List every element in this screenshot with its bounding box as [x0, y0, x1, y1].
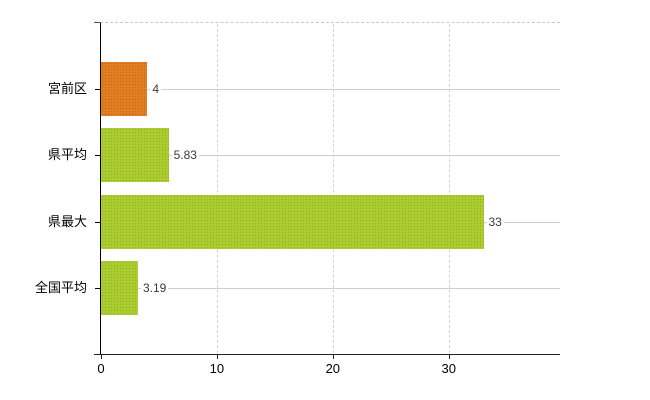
- category-gridline: [101, 89, 560, 91]
- x-axis-tick-label: 10: [209, 361, 225, 376]
- vertical-gridline: [448, 24, 450, 353]
- bar-miyamaeku: [101, 62, 148, 117]
- category-label: 宮前区: [47, 81, 87, 97]
- bar-prefecture-average: [101, 128, 169, 183]
- category-gridline: [101, 155, 560, 157]
- value-label: 5.83: [171, 147, 199, 164]
- y-axis-top-tick: [94, 22, 100, 23]
- category-tick: [95, 89, 101, 91]
- category-label: 全国平均: [34, 279, 87, 295]
- bar-national-average: [101, 260, 138, 315]
- value-label: 4: [150, 81, 162, 98]
- x-axis-tick: [332, 354, 334, 359]
- x-axis-tick-label: 20: [325, 361, 341, 376]
- category-tick: [95, 221, 101, 223]
- x-axis-line: [94, 354, 560, 355]
- x-axis-tick: [216, 354, 218, 359]
- category-tick: [95, 287, 101, 289]
- vertical-gridline: [216, 24, 218, 353]
- category-label: 県最大: [47, 213, 87, 229]
- x-axis-tick: [101, 354, 102, 359]
- category-gridline: [101, 287, 560, 289]
- category-label: 県平均: [47, 147, 87, 163]
- bar-prefecture-max: [101, 194, 484, 249]
- category-tick: [95, 155, 101, 157]
- value-label: 3.19: [140, 279, 169, 296]
- vertical-gridline: [332, 24, 334, 353]
- plot-area: 0 10 20 30 宮前区 4 県平均 5.83 県最大 33: [35, 22, 560, 376]
- x-axis-tick: [448, 354, 450, 359]
- x-axis-tick-label: 30: [441, 361, 456, 376]
- value-label: 33: [486, 213, 504, 230]
- x-axis-tick-label: 0: [97, 361, 105, 376]
